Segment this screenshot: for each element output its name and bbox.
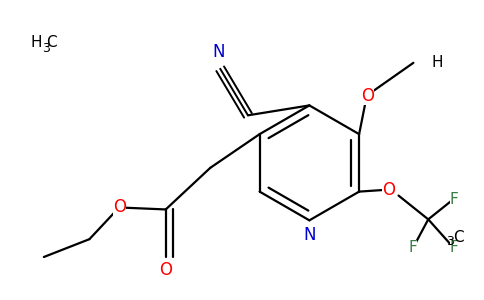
Text: F: F — [450, 192, 458, 207]
Text: O: O — [362, 86, 374, 104]
Text: F: F — [450, 240, 458, 255]
Text: N: N — [212, 43, 225, 61]
Text: C: C — [453, 230, 464, 245]
Text: 3: 3 — [42, 42, 50, 56]
Text: C: C — [46, 34, 57, 50]
Text: O: O — [159, 261, 172, 279]
Text: F: F — [408, 240, 417, 255]
Text: H: H — [30, 34, 42, 50]
Text: 3: 3 — [446, 235, 454, 248]
Text: O: O — [113, 199, 126, 217]
Text: N: N — [303, 226, 316, 244]
Text: H: H — [431, 55, 443, 70]
Text: O: O — [382, 181, 395, 199]
